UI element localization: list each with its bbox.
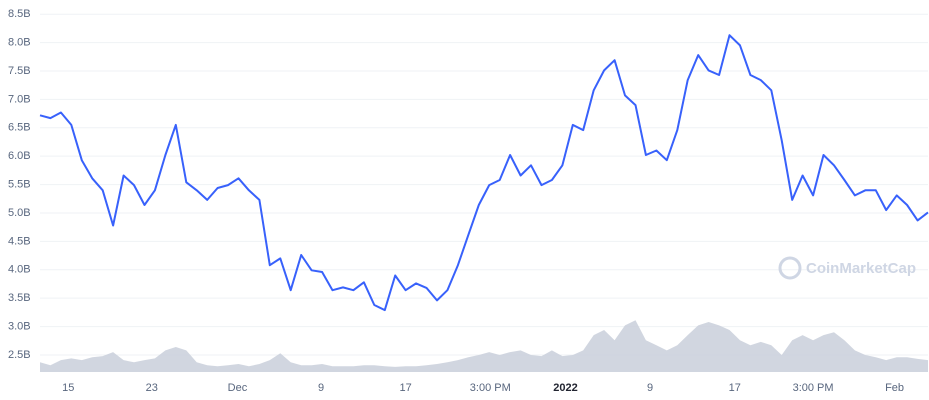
- x-tick-label: Feb: [885, 382, 904, 394]
- y-tick-label: 3.0B: [8, 320, 31, 332]
- y-tick-label: 8.5B: [8, 8, 31, 20]
- y-tick-label: 6.5B: [8, 122, 31, 134]
- y-tick-label: 4.5B: [8, 235, 31, 247]
- y-tick-label: 7.5B: [8, 65, 31, 77]
- y-tick-label: 6.0B: [8, 150, 31, 162]
- price-line: [39, 34, 929, 312]
- y-tick-label: 2.5B: [8, 349, 31, 361]
- x-tick-label: 9: [318, 382, 324, 394]
- watermark: CoinMarketCap: [778, 256, 916, 280]
- x-tick-label: 9: [647, 382, 653, 394]
- x-tick-label: 23: [146, 382, 158, 394]
- x-tick-label: 3:00 PM: [793, 382, 834, 394]
- x-tick-label: 17: [729, 382, 741, 394]
- x-tick-label: 15: [62, 382, 74, 394]
- x-tick-label: 2022: [553, 382, 577, 394]
- y-tick-label: 4.0B: [8, 264, 31, 276]
- y-tick-label: 7.0B: [8, 93, 31, 105]
- y-tick-label: 5.0B: [8, 207, 31, 219]
- x-tick-label: 3:00 PM: [470, 382, 511, 394]
- x-tick-label: 17: [400, 382, 412, 394]
- y-tick-label: 8.0B: [8, 37, 31, 49]
- watermark-text: CoinMarketCap: [806, 260, 916, 277]
- y-tick-label: 3.5B: [8, 292, 31, 304]
- x-tick-label: Dec: [228, 382, 248, 394]
- watermark-logo: [778, 256, 802, 280]
- volume-area: [40, 320, 928, 372]
- y-tick-label: 5.5B: [8, 178, 31, 190]
